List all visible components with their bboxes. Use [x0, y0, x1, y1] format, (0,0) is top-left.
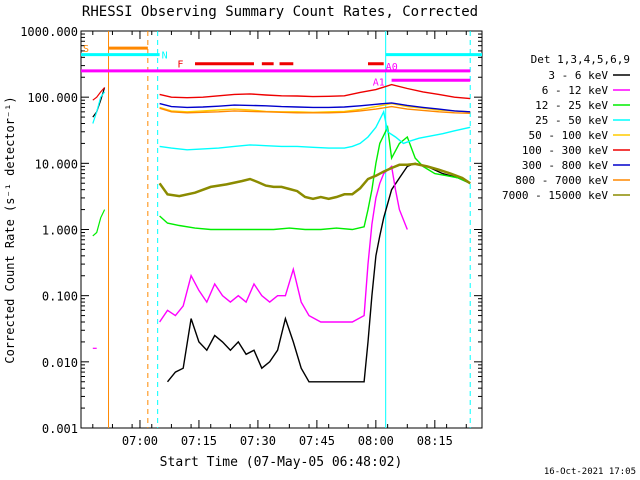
- legend-entry-label: 7000 - 15000 keV: [502, 189, 608, 202]
- series-line: [159, 109, 471, 151]
- legend-entry-label: 25 - 50 keV: [535, 114, 608, 127]
- x-tick-label: 07:45: [299, 434, 335, 448]
- y-tick-label: 0.001: [42, 422, 78, 436]
- x-tick-label: 08:00: [358, 434, 394, 448]
- x-tick-label: 08:15: [417, 434, 453, 448]
- x-tick-label: 07:00: [122, 434, 158, 448]
- legend-entry-label: 12 - 25 keV: [535, 99, 608, 112]
- series-pre-gap-line: [92, 87, 106, 101]
- legend-entry-label: 50 - 100 keV: [529, 129, 609, 142]
- y-tick-label: 1000.000: [20, 25, 78, 39]
- legend-entry-label: 800 - 7000 keV: [515, 174, 608, 187]
- y-tick-label: 0.100: [42, 290, 78, 304]
- flag-label: N: [162, 51, 168, 62]
- series-line: [158, 162, 471, 201]
- legend: Det 1,3,4,5,6,9 3 - 6 keV 6 - 12 keV 12 - 2…: [502, 53, 630, 202]
- x-axis: 07:00 07:15 07:30 07:45 08:00 08:15: [92, 31, 467, 448]
- flag-label: F: [177, 60, 183, 71]
- series-group: [92, 83, 471, 383]
- series-line: [159, 83, 471, 100]
- flag-label: A1: [373, 77, 385, 88]
- legend-entry-label: 300 - 800 keV: [522, 159, 608, 172]
- x-tick-label: 07:15: [181, 434, 217, 448]
- x-tick-label: 07:30: [240, 434, 276, 448]
- y-tick-label: 100.000: [27, 91, 78, 105]
- series-pre-gap-line: [92, 209, 106, 237]
- flag-label: A0: [386, 62, 398, 73]
- y-tick-label: 1.000: [42, 224, 78, 238]
- y-tick-label: 0.010: [42, 356, 78, 370]
- series-line: [159, 102, 471, 113]
- series-line: [159, 105, 471, 114]
- legend-entry-label: 6 - 12 keV: [542, 84, 609, 97]
- series-pre-gap-line: [92, 91, 106, 124]
- timestamp: 16-Oct-2021 17:05: [544, 467, 636, 477]
- x-axis-label: Start Time (07-May-05 06:48:02): [160, 455, 403, 470]
- series-line: [159, 165, 408, 323]
- y-axis-label: Corrected Count Rate (s⁻¹ detector⁻¹): [3, 96, 17, 363]
- y-axis: 0.001 0.010 0.100 1.000 10.000 100.000 1000.00…: [20, 25, 482, 436]
- legend-title: Det 1,3,4,5,6,9: [531, 53, 630, 66]
- series-line: [159, 124, 471, 231]
- y-tick-label: 10.000: [35, 157, 78, 171]
- legend-entry-label: 3 - 6 keV: [548, 69, 608, 82]
- chart-title: RHESSI Observing Summary Count Rates, Co…: [82, 4, 478, 20]
- legend-entry-label: 100 - 300 keV: [522, 144, 608, 157]
- series-line: [166, 162, 471, 383]
- flag-label: S: [83, 44, 89, 55]
